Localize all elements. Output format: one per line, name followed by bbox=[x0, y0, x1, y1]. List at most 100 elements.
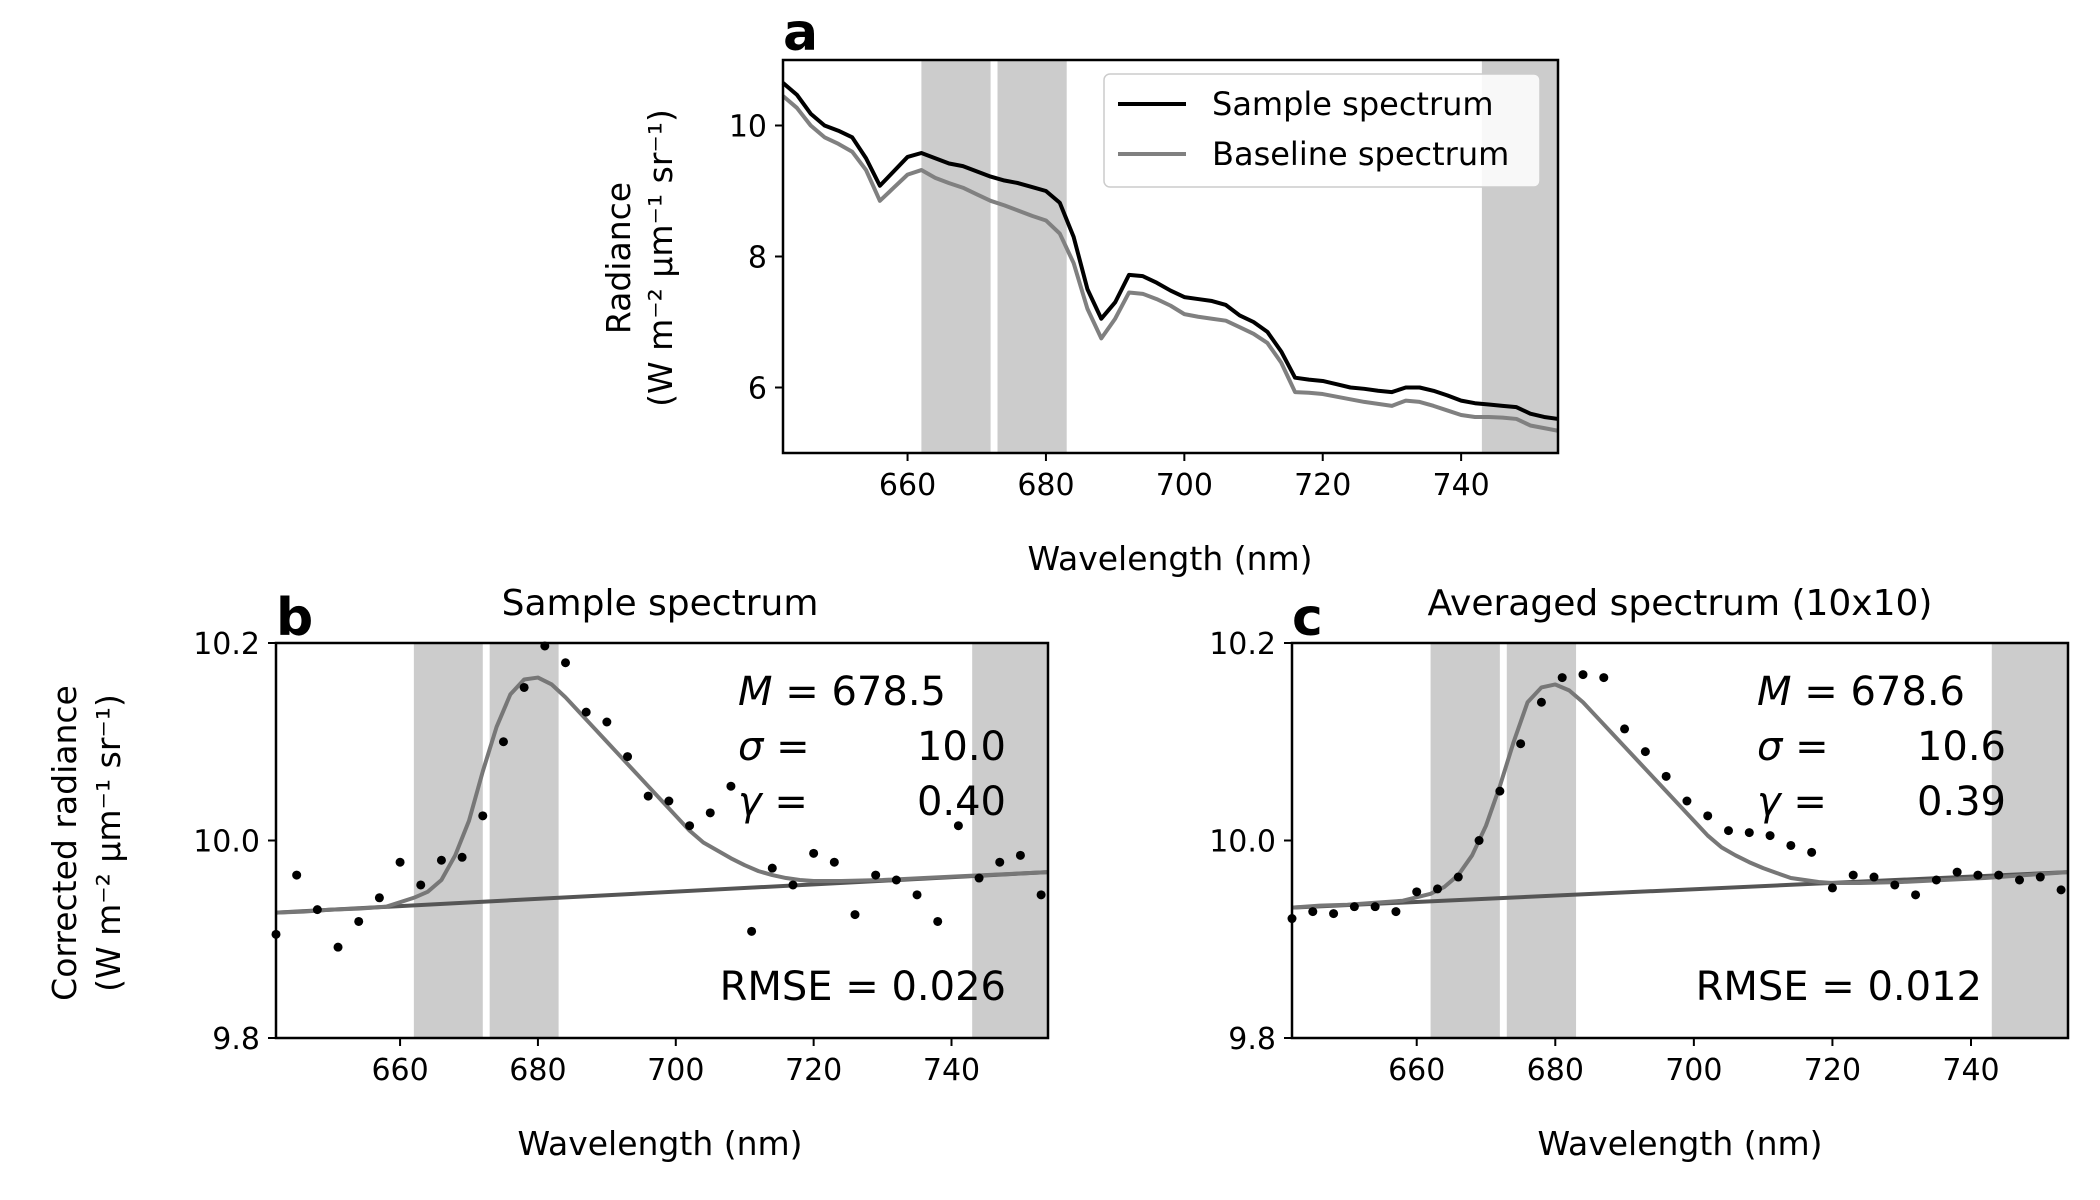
data-point bbox=[1578, 670, 1588, 680]
x-axis-label: Wavelength (nm) bbox=[517, 1124, 802, 1163]
panel-letter-c: c bbox=[1292, 588, 1323, 648]
data-point bbox=[1724, 826, 1733, 836]
panel-a: 660 680 700 720 740 6 8 10 a Wavelength (nm) R… bbox=[599, 3, 1560, 578]
series-line-baseline-spectrum bbox=[781, 94, 1559, 433]
x-tick-label: 680 bbox=[1527, 1053, 1584, 1088]
annot-rmse: RMSE = 0.026 bbox=[720, 964, 1006, 1010]
data-point bbox=[1703, 811, 1713, 821]
fit-curve-line bbox=[275, 675, 1049, 915]
data-point bbox=[685, 821, 695, 831]
data-point bbox=[1453, 872, 1463, 882]
data-point bbox=[1911, 890, 1921, 900]
data-point bbox=[457, 852, 467, 862]
legend-box bbox=[1103, 73, 1541, 188]
shaded-band-3 bbox=[1991, 643, 2068, 1038]
annot-m: M = 678.6 bbox=[1757, 669, 1965, 715]
x-tick-label: 700 bbox=[647, 1053, 704, 1088]
data-point bbox=[1370, 902, 1380, 912]
data-point bbox=[498, 737, 508, 747]
fit-curve bbox=[1291, 682, 2069, 910]
shaded-band-2 bbox=[1506, 643, 1577, 1038]
data-point bbox=[829, 857, 839, 867]
data-point bbox=[974, 873, 984, 883]
baseline-line bbox=[1291, 870, 2069, 910]
data-point bbox=[1495, 786, 1505, 796]
shaded-band-3 bbox=[972, 643, 1048, 1038]
data-point bbox=[561, 658, 570, 668]
legend: Sample spectrum Baseline spectrum bbox=[1103, 73, 1541, 188]
x-tick-label: 660 bbox=[371, 1053, 428, 1088]
annot-gamma: γ = 0.40 bbox=[738, 779, 1006, 825]
data-point bbox=[581, 707, 591, 717]
series-lines bbox=[781, 81, 1559, 433]
x-axis-label: Wavelength (nm) bbox=[1027, 539, 1312, 578]
x-tick-label: 700 bbox=[1665, 1053, 1722, 1088]
x-ticks: 660 680 700 720 740 bbox=[371, 1038, 980, 1088]
data-point bbox=[1349, 902, 1359, 912]
data-point bbox=[2056, 885, 2066, 895]
x-tick-label: 740 bbox=[1432, 468, 1489, 503]
data-point bbox=[747, 926, 757, 936]
y-tick-label: 6 bbox=[748, 372, 767, 407]
data-point bbox=[1994, 870, 2004, 880]
fit-curve-line bbox=[1291, 682, 2069, 910]
y-tick-label: 9.8 bbox=[1228, 1022, 1276, 1057]
data-point bbox=[602, 717, 612, 727]
data-point bbox=[1682, 796, 1692, 806]
data-point bbox=[519, 682, 529, 692]
data-point bbox=[788, 880, 798, 890]
data-point bbox=[1869, 872, 1879, 882]
baseline bbox=[1291, 870, 2069, 910]
data-point bbox=[705, 808, 715, 818]
annot-sigma: σ = 10.0 bbox=[738, 724, 1006, 770]
y-tick-label: 9.8 bbox=[212, 1022, 260, 1057]
data-point bbox=[1308, 907, 1318, 917]
y-ticks: 9.8 10.0 10.2 bbox=[193, 627, 276, 1057]
data-point bbox=[1952, 867, 1962, 877]
y-tick-label: 10.0 bbox=[193, 825, 260, 860]
data-point bbox=[374, 893, 384, 903]
series-line-sample-spectrum bbox=[781, 81, 1559, 421]
data-point bbox=[664, 796, 674, 806]
data-point bbox=[912, 890, 922, 900]
shaded-bands bbox=[1430, 643, 2068, 1038]
data-point bbox=[1765, 831, 1775, 841]
data-point bbox=[2015, 875, 2024, 885]
shaded-band-2 bbox=[489, 643, 559, 1038]
y-tick-label: 10.2 bbox=[193, 627, 260, 662]
data-point bbox=[871, 870, 881, 880]
data-point bbox=[1433, 884, 1442, 894]
shaded-band-1 bbox=[921, 60, 991, 453]
data-point bbox=[995, 857, 1005, 867]
x-ticks: 660 680 700 720 740 bbox=[1388, 1038, 2000, 1088]
data-point bbox=[850, 910, 860, 920]
data-point bbox=[891, 875, 901, 885]
data-point bbox=[333, 942, 343, 952]
data-point bbox=[1786, 840, 1796, 850]
annot-sigma: σ = 10.6 bbox=[1757, 724, 2006, 770]
legend-label-sample: Sample spectrum bbox=[1212, 85, 1494, 123]
data-point bbox=[1848, 870, 1858, 880]
data-point bbox=[767, 863, 777, 873]
panel-title: Averaged spectrum (10x10) bbox=[1428, 583, 1933, 624]
y-tick-label: 8 bbox=[748, 241, 767, 276]
data-point bbox=[1329, 909, 1339, 919]
data-point bbox=[953, 821, 963, 831]
x-tick-label: 720 bbox=[1294, 468, 1351, 503]
data-point bbox=[1744, 828, 1754, 838]
shaded-bands bbox=[413, 643, 1048, 1038]
data-point bbox=[1973, 870, 1983, 880]
y-tick-label: 10.0 bbox=[1209, 825, 1276, 860]
data-point bbox=[1536, 697, 1546, 707]
x-tick-label: 700 bbox=[1156, 468, 1213, 503]
data-point bbox=[1827, 883, 1837, 893]
data-point bbox=[726, 781, 736, 791]
x-tick-label: 660 bbox=[879, 468, 936, 503]
panel-c: 660 680 700 720 740 9.8 10.0 10.2 c Averaged s… bbox=[1209, 583, 2070, 1163]
annot-gamma: γ = 0.39 bbox=[1757, 779, 2006, 825]
x-tick-label: 660 bbox=[1388, 1053, 1445, 1088]
data-point bbox=[1890, 880, 1900, 890]
x-tick-label: 680 bbox=[1017, 468, 1074, 503]
annot-m: M = 678.5 bbox=[738, 669, 946, 715]
